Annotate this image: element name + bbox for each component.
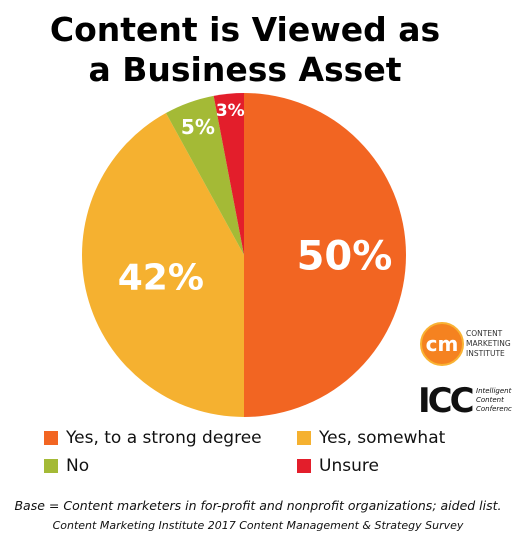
base-note: Base = Content marketers in for-profit a… xyxy=(14,498,502,513)
pie-label-strong-degree: 50% xyxy=(297,233,393,279)
legend-item-unsure: Unsure xyxy=(297,456,379,476)
source-note: Content Marketing Institute 2017 Content… xyxy=(52,519,464,532)
legend-swatch-unsure xyxy=(297,459,311,473)
legend-item-no: No xyxy=(44,456,89,476)
cmi-logo-line-1: CONTENT xyxy=(466,329,503,338)
cmi-logo-line-2: MARKETING xyxy=(466,339,511,348)
icc-logo-mark: ICC xyxy=(418,381,473,420)
pie-chart: 50% 42% 5%3% xyxy=(81,93,406,417)
pie-slice-no xyxy=(165,95,244,255)
legend-swatch-strong-degree xyxy=(44,431,58,445)
chart-title: Content is Viewed as a Business Asset xyxy=(0,10,490,90)
legend-label-unsure: Unsure xyxy=(319,456,379,476)
legend-label-somewhat: Yes, somewhat xyxy=(319,428,446,448)
pie-slice-unsure xyxy=(213,93,244,255)
legend-label-no: No xyxy=(66,456,90,476)
legend-swatch-no xyxy=(44,459,58,473)
legend-item-strong-degree: Yes, to a strong degree xyxy=(44,428,262,448)
icc-logo-line-2: Content xyxy=(476,396,504,404)
pie-slice-somewhat xyxy=(81,113,244,417)
pie-label-no: 5% xyxy=(181,115,215,139)
intelligent-content-conference-logo: ICC Intelligent Content Conference xyxy=(418,381,512,420)
pie-label-unsure: 3% xyxy=(216,101,245,121)
legend-label-strong-degree: Yes, to a strong degree xyxy=(66,428,262,448)
pie-slice-strong-degree xyxy=(244,93,406,417)
legend-swatch-somewhat xyxy=(297,431,311,445)
legend-item-somewhat: Yes, somewhat xyxy=(297,428,445,448)
icc-logo-line-1: Intelligent xyxy=(476,387,512,395)
content-marketing-institute-logo: cm CONTENT MARKETING INSTITUTE xyxy=(420,322,511,366)
cmi-logo-line-3: INSTITUTE xyxy=(466,349,505,358)
chart-title-line-2: a Business Asset xyxy=(88,50,402,89)
cmi-logo-mark: cm xyxy=(426,332,459,356)
pie-label-somewhat: 42% xyxy=(118,257,204,298)
chart-title-line-1: Content is Viewed as xyxy=(49,10,441,49)
icc-logo-line-3: Conference xyxy=(476,405,512,413)
